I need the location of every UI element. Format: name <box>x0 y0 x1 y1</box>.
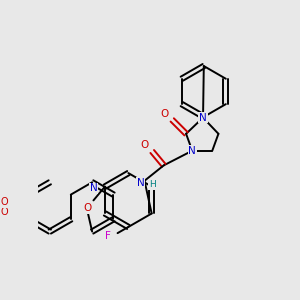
Text: N: N <box>90 184 98 194</box>
Text: O: O <box>0 207 8 217</box>
Text: O: O <box>160 109 169 119</box>
Text: N: N <box>199 112 207 123</box>
Text: O: O <box>0 197 8 207</box>
Text: O: O <box>83 203 92 213</box>
Text: N: N <box>137 178 145 188</box>
Text: H: H <box>149 180 156 189</box>
Text: O: O <box>140 140 148 150</box>
Text: N: N <box>188 146 196 156</box>
Text: F: F <box>105 231 111 241</box>
